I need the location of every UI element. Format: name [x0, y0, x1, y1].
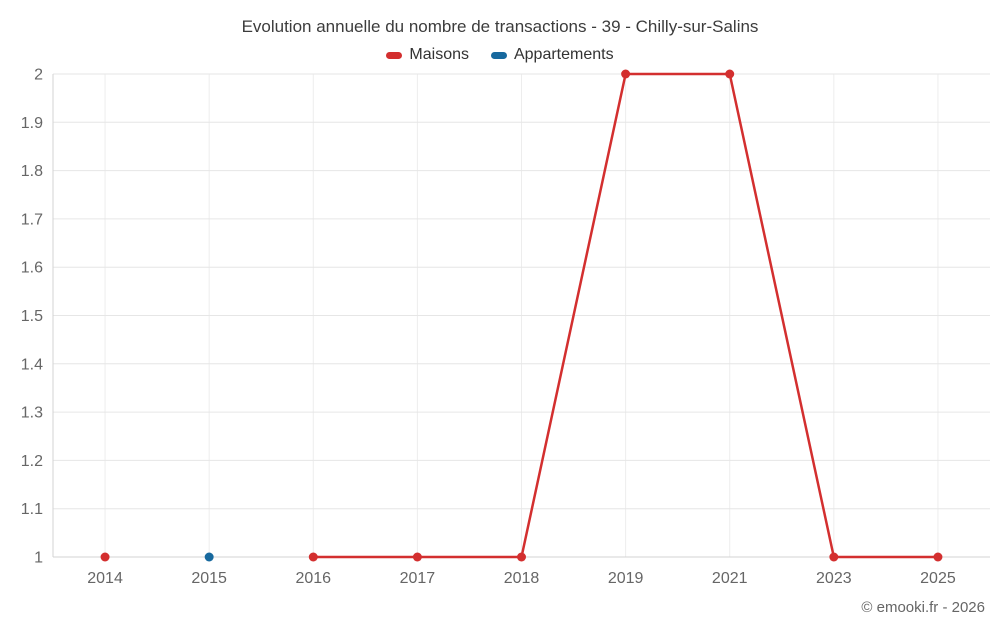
y-tick-label: 1.7	[21, 211, 43, 228]
x-tick-label: 2021	[712, 570, 748, 587]
legend-swatch-maisons	[386, 51, 403, 59]
x-tick-label: 2015	[191, 570, 227, 587]
credit-text: © emooki.fr - 2026	[861, 599, 985, 616]
legend-label: Appartements	[513, 46, 614, 63]
legend-label: Maisons	[409, 46, 469, 63]
data-point-maisons-2023[interactable]	[829, 552, 839, 562]
x-tick-label: 2017	[400, 570, 436, 587]
y-tick-label: 1	[34, 550, 43, 567]
y-tick-label: 1.9	[21, 115, 43, 132]
y-tick-label: 2	[34, 67, 43, 84]
y-tick-label: 1.6	[21, 260, 43, 277]
data-point-maisons-2014[interactable]	[100, 552, 110, 562]
legend-item-maisons[interactable]: Maisons	[386, 46, 469, 64]
legend-swatch-appartements	[490, 51, 507, 59]
data-point-maisons-2025[interactable]	[933, 552, 943, 562]
x-tick-label: 2016	[295, 570, 331, 587]
data-point-maisons-2018[interactable]	[517, 552, 526, 562]
y-tick-label: 1.2	[21, 453, 43, 470]
x-tick-label: 2014	[87, 570, 123, 587]
y-tick-label: 1.1	[21, 501, 43, 518]
y-tick-label: 1.4	[21, 356, 43, 373]
x-tick-label: 2023	[816, 570, 852, 587]
legend-item-appartements[interactable]: Appartements	[490, 46, 614, 64]
y-tick-label: 1.3	[21, 405, 43, 422]
y-tick-label: 1.8	[21, 163, 43, 180]
data-point-maisons-2019[interactable]	[621, 69, 631, 79]
data-point-maisons-2021[interactable]	[725, 69, 735, 79]
data-point-appartements-2015[interactable]	[204, 552, 214, 562]
chart-title: Evolution annuelle du nombre de transact…	[241, 17, 759, 36]
legend: Maisons Appartements	[0, 46, 1000, 64]
x-tick-label: 2019	[608, 570, 644, 587]
data-point-maisons-2016[interactable]	[308, 552, 318, 562]
y-tick-label: 1.5	[21, 308, 43, 325]
x-tick-label: 2025	[920, 570, 956, 587]
data-point-maisons-2017[interactable]	[412, 552, 422, 562]
x-tick-label: 2018	[504, 570, 540, 587]
